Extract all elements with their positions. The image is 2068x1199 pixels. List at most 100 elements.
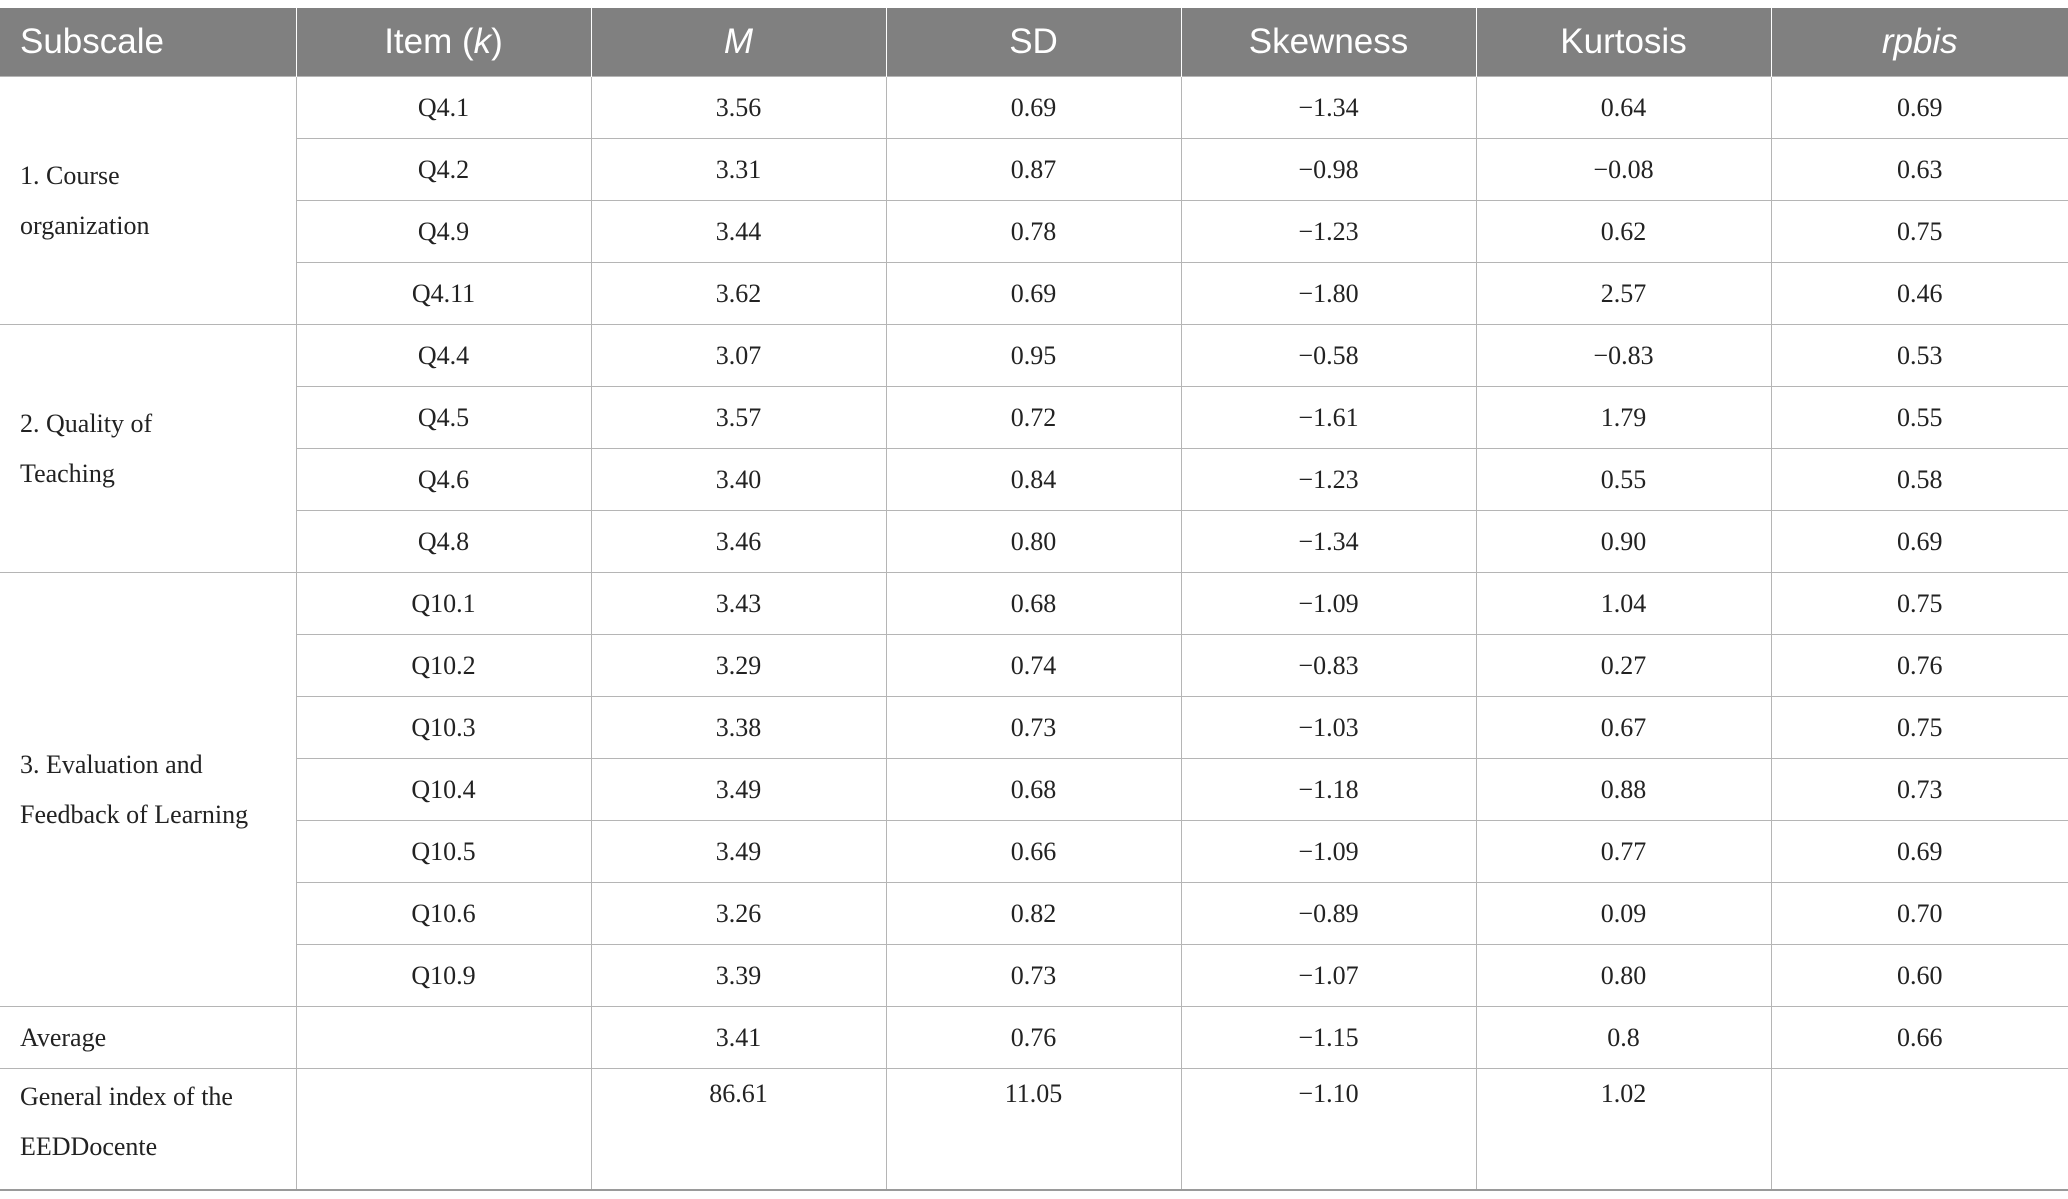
skewness-cell: −1.09 [1180, 572, 1477, 635]
table-row: Q4.2 3.31 0.87 −0.98 −0.08 0.63 [0, 138, 2068, 201]
item-cell: Q4.2 [296, 138, 592, 201]
kurtosis-cell: 0.09 [1475, 882, 1772, 945]
item-cell: Q4.9 [296, 200, 592, 263]
table-row: Q4.11 3.62 0.69 −1.80 2.57 0.46 [0, 262, 2068, 325]
general-index-row: General index of the EEDDocente 86.61 11.05… [0, 1068, 2068, 1191]
table-row: Q4.8 3.46 0.80 −1.34 0.90 0.69 [0, 510, 2068, 573]
item-cell: Q4.4 [295, 324, 592, 387]
skewness-cell: −1.07 [1180, 944, 1477, 1007]
subscale-label-line1: 2. Quality of [20, 408, 153, 438]
item-cell: Q4.6 [296, 448, 592, 511]
table-row: Q10.2 3.29 0.74 −0.83 0.27 0.76 [0, 634, 2068, 697]
mean-cell: 3.56 [590, 76, 887, 139]
rpbis-cell: 0.70 [1770, 882, 2068, 945]
mean-cell: 3.38 [590, 696, 887, 759]
table-row: Q4.6 3.40 0.84 −1.23 0.55 0.58 [0, 448, 2068, 511]
kurtosis-cell: 0.62 [1475, 200, 1772, 263]
skewness-cell: −1.10 [1180, 1068, 1477, 1191]
rpbis-cell: 0.55 [1770, 386, 2068, 449]
table-row: Q10.6 3.26 0.82 −0.89 0.09 0.70 [0, 882, 2068, 945]
sd-cell: 0.95 [885, 324, 1182, 387]
mean-cell: 3.44 [590, 200, 887, 263]
rpbis-cell: 0.75 [1770, 696, 2068, 759]
rpbis-cell: 0.76 [1770, 634, 2068, 697]
skewness-cell: −0.58 [1180, 324, 1477, 387]
skewness-cell: −1.23 [1180, 448, 1477, 511]
mean-cell: 86.61 [590, 1068, 887, 1191]
sd-cell: 0.78 [885, 200, 1182, 263]
header-m-label: M [723, 22, 754, 61]
rpbis-cell: 0.63 [1770, 138, 2068, 201]
table-row: Q10.3 3.38 0.73 −1.03 0.67 0.75 [0, 696, 2068, 759]
table-row: Q4.9 3.44 0.78 −1.23 0.62 0.75 [0, 200, 2068, 263]
kurtosis-cell: 1.79 [1475, 386, 1772, 449]
rpbis-cell: 0.73 [1770, 758, 2068, 821]
sd-cell: 0.80 [885, 510, 1182, 573]
sd-cell: 0.84 [885, 448, 1182, 511]
subscale-label: 2. Quality of Teaching [0, 324, 297, 573]
table-row: Q10.9 3.39 0.73 −1.07 0.80 0.60 [0, 944, 2068, 1007]
sd-cell: 0.76 [885, 1006, 1182, 1069]
subscale-label-line1: General index of the [20, 1082, 233, 1111]
kurtosis-cell: 0.67 [1475, 696, 1772, 759]
kurtosis-cell: 1.02 [1475, 1068, 1772, 1191]
mean-cell: 3.26 [590, 882, 887, 945]
subscale-label: 1. Course organization [0, 76, 297, 325]
item-cell: Q10.5 [296, 820, 592, 883]
rpbis-cell: 0.46 [1770, 262, 2068, 325]
skewness-cell: −1.09 [1180, 820, 1477, 883]
sd-cell: 0.68 [885, 572, 1182, 635]
item-cell: Q4.8 [296, 510, 592, 573]
kurtosis-cell: 0.8 [1475, 1006, 1772, 1069]
skewness-cell: −1.80 [1180, 262, 1477, 325]
header-sd: SD [886, 8, 1182, 77]
kurtosis-cell: 0.77 [1475, 820, 1772, 883]
kurtosis-cell: 1.04 [1475, 572, 1772, 635]
mean-cell: 3.29 [590, 634, 887, 697]
header-item-suffix: ) [491, 22, 503, 61]
table-row: Q4.5 3.57 0.72 −1.61 1.79 0.55 [0, 386, 2068, 449]
header-rpbis-label: rpbis [1881, 22, 1958, 61]
header-kurtosis: Kurtosis [1476, 8, 1772, 77]
sd-cell: 0.66 [885, 820, 1182, 883]
rpbis-cell [1770, 1068, 2068, 1191]
subscale-label-line2: Feedback of Learning [20, 799, 249, 829]
sd-cell: 0.69 [885, 262, 1182, 325]
mean-cell: 3.41 [590, 1006, 887, 1069]
skewness-cell: −1.61 [1180, 386, 1477, 449]
rpbis-cell: 0.60 [1770, 944, 2068, 1007]
header-item-k: k [473, 22, 492, 61]
kurtosis-cell: 0.80 [1475, 944, 1772, 1007]
item-cell: Q4.5 [296, 386, 592, 449]
mean-cell: 3.46 [590, 510, 887, 573]
kurtosis-cell: 0.27 [1475, 634, 1772, 697]
descriptive-statistics-table: Subscale Item (k) M SD Skewness Kurtosis… [0, 8, 2068, 1191]
skewness-cell: −1.34 [1180, 76, 1477, 139]
subscale-label: General index of the EEDDocente [0, 1068, 297, 1191]
table-header: Subscale Item (k) M SD Skewness Kurtosis… [0, 8, 2068, 77]
header-row: Subscale Item (k) M SD Skewness Kurtosis… [0, 8, 2068, 77]
item-cell [295, 1006, 592, 1069]
kurtosis-cell: 0.88 [1475, 758, 1772, 821]
table-row: 1. Course organization Q4.1 3.56 0.69 −1.34 0.… [0, 76, 2068, 325]
item-cell: Q10.3 [296, 696, 592, 759]
skewness-cell: −0.98 [1180, 138, 1477, 201]
sd-cell: 0.68 [885, 758, 1182, 821]
average-row: Average 3.41 0.76 −1.15 0.8 0.66 [0, 1006, 2068, 1069]
mean-cell: 3.39 [590, 944, 887, 1007]
rpbis-cell: 0.53 [1770, 324, 2068, 387]
mean-cell: 3.07 [590, 324, 887, 387]
header-item-prefix: Item ( [384, 22, 474, 61]
mean-cell: 3.57 [590, 386, 887, 449]
sd-cell: 0.73 [885, 696, 1182, 759]
sd-cell: 0.74 [885, 634, 1182, 697]
skewness-cell: −1.03 [1180, 696, 1477, 759]
item-cell: Q10.6 [296, 882, 592, 945]
rpbis-cell: 0.66 [1770, 1006, 2068, 1069]
subscale-label: Average [0, 1006, 297, 1069]
item-cell: Q10.2 [296, 634, 592, 697]
mean-cell: 3.31 [590, 138, 887, 201]
mean-cell: 3.49 [590, 758, 887, 821]
sd-cell: 0.72 [885, 386, 1182, 449]
rpbis-cell: 0.69 [1770, 510, 2068, 573]
